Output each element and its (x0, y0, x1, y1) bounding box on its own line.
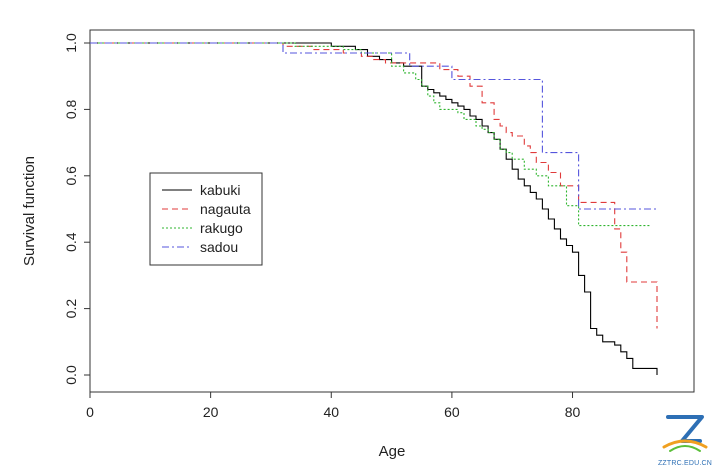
series-line-sadou (90, 42, 657, 210)
y-tick-label: 0.2 (63, 299, 79, 319)
watermark-text: ZZTRC.EDU.CN (657, 460, 713, 467)
legend-label-rakugo: rakugo (200, 220, 243, 236)
x-axis: 0 20 40 60 80 (86, 392, 581, 420)
x-tick-label: 80 (565, 404, 581, 420)
y-tick-label: 0.0 (63, 365, 79, 385)
legend: kabuki nagauta rakugo sadou (149, 172, 263, 266)
watermark-emblem-icon (662, 415, 708, 452)
y-tick-label: 0.8 (63, 99, 79, 119)
y-tick-label: 1.0 (63, 33, 79, 53)
y-tick-label: 0.6 (63, 166, 79, 186)
x-tick-label: 0 (86, 404, 94, 420)
x-tick-label: 60 (444, 404, 460, 420)
legend-label-sadou: sadou (200, 239, 238, 255)
legend-label-kabuki: kabuki (200, 182, 240, 198)
series-layer (90, 42, 658, 375)
legend-label-nagauta: nagauta (200, 201, 251, 217)
plot-frame (89, 29, 695, 393)
y-tick-label: 0.4 (63, 232, 79, 252)
x-axis-label: Age (379, 443, 406, 460)
y-axis: 0.0 0.2 0.4 0.6 0.8 1.0 (63, 33, 90, 385)
series-line-rakugo (90, 42, 651, 227)
watermark-logo: ZZTRC.EDU.CN (656, 411, 714, 467)
legend-box (149, 172, 263, 266)
y-axis-label: Survival function (21, 156, 38, 266)
x-tick-label: 20 (203, 404, 219, 420)
x-tick-label: 40 (323, 404, 339, 420)
series-line-kabuki (90, 42, 658, 375)
